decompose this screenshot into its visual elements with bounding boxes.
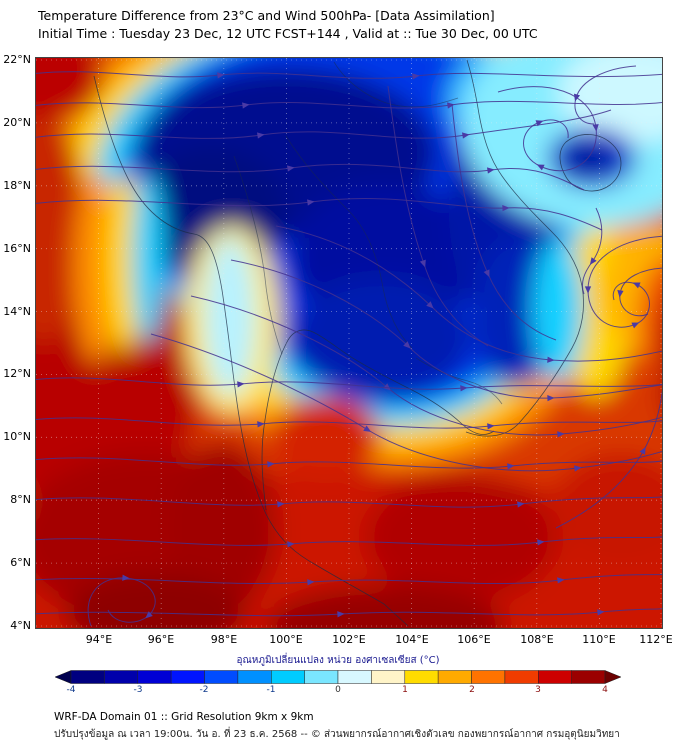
lat-tick-label: 22°N — [3, 53, 31, 66]
colorbar-tick-label: -2 — [199, 685, 209, 695]
lon-tick-label: 102°E — [332, 633, 366, 646]
streamlines — [36, 65, 662, 627]
footer-domain-info: WRF-DA Domain 01 :: Grid Resolution 9km … — [54, 711, 314, 723]
lon-tick-label: 104°E — [395, 633, 429, 646]
footer-credit: ปรับปรุงข้อมูล ณ เวลา 19:00น. วัน อ. ที่… — [54, 729, 620, 740]
colorbar-tick-label: 1 — [402, 685, 408, 695]
lon-tick-label: 108°E — [520, 633, 554, 646]
lon-tick-label: 106°E — [457, 633, 491, 646]
lat-tick-label: 6°N — [10, 556, 31, 569]
lon-tick-label: 110°E — [582, 633, 616, 646]
lat-tick-label: 8°N — [10, 493, 31, 506]
page-title: Temperature Difference from 23°C and Win… — [38, 8, 495, 23]
colorbar — [54, 669, 622, 684]
colorbar-tick-label: 0 — [335, 685, 341, 695]
lat-tick-label: 16°N — [3, 242, 31, 255]
page-subtitle: Initial Time : Tuesday 23 Dec, 12 UTC FC… — [38, 26, 538, 41]
lon-tick-label: 100°E — [269, 633, 303, 646]
lat-tick-label: 10°N — [3, 430, 31, 443]
lat-tick-label: 14°N — [3, 305, 31, 318]
weather-map — [35, 57, 663, 629]
lon-tick-label: 98°E — [210, 633, 238, 646]
colorbar-tick-label: 3 — [535, 685, 541, 695]
lon-tick-label: 94°E — [85, 633, 113, 646]
lon-tick-label: 112°E — [639, 633, 673, 646]
colorbar-min-arrow — [54, 670, 72, 684]
colorbar-tick-label: -4 — [66, 685, 76, 695]
colorbar-tick-label: -3 — [133, 685, 143, 695]
lat-tick-label: 4°N — [10, 619, 31, 632]
lat-tick-label: 18°N — [3, 179, 31, 192]
colorbar-tick-label: 4 — [602, 685, 608, 695]
colorbar-label: อุณหภูมิเปลี่ยนแปลง หน่วย องศาเซลเซียส (… — [236, 655, 440, 666]
colorbar-tick-label: -1 — [266, 685, 276, 695]
colorbar-segments — [70, 670, 606, 684]
colorbar-tick-label: 2 — [469, 685, 475, 695]
map-canvas — [36, 58, 662, 628]
lat-tick-label: 12°N — [3, 367, 31, 380]
colorbar-max-arrow — [604, 670, 622, 684]
lon-tick-label: 96°E — [147, 633, 175, 646]
lat-tick-label: 20°N — [3, 116, 31, 129]
